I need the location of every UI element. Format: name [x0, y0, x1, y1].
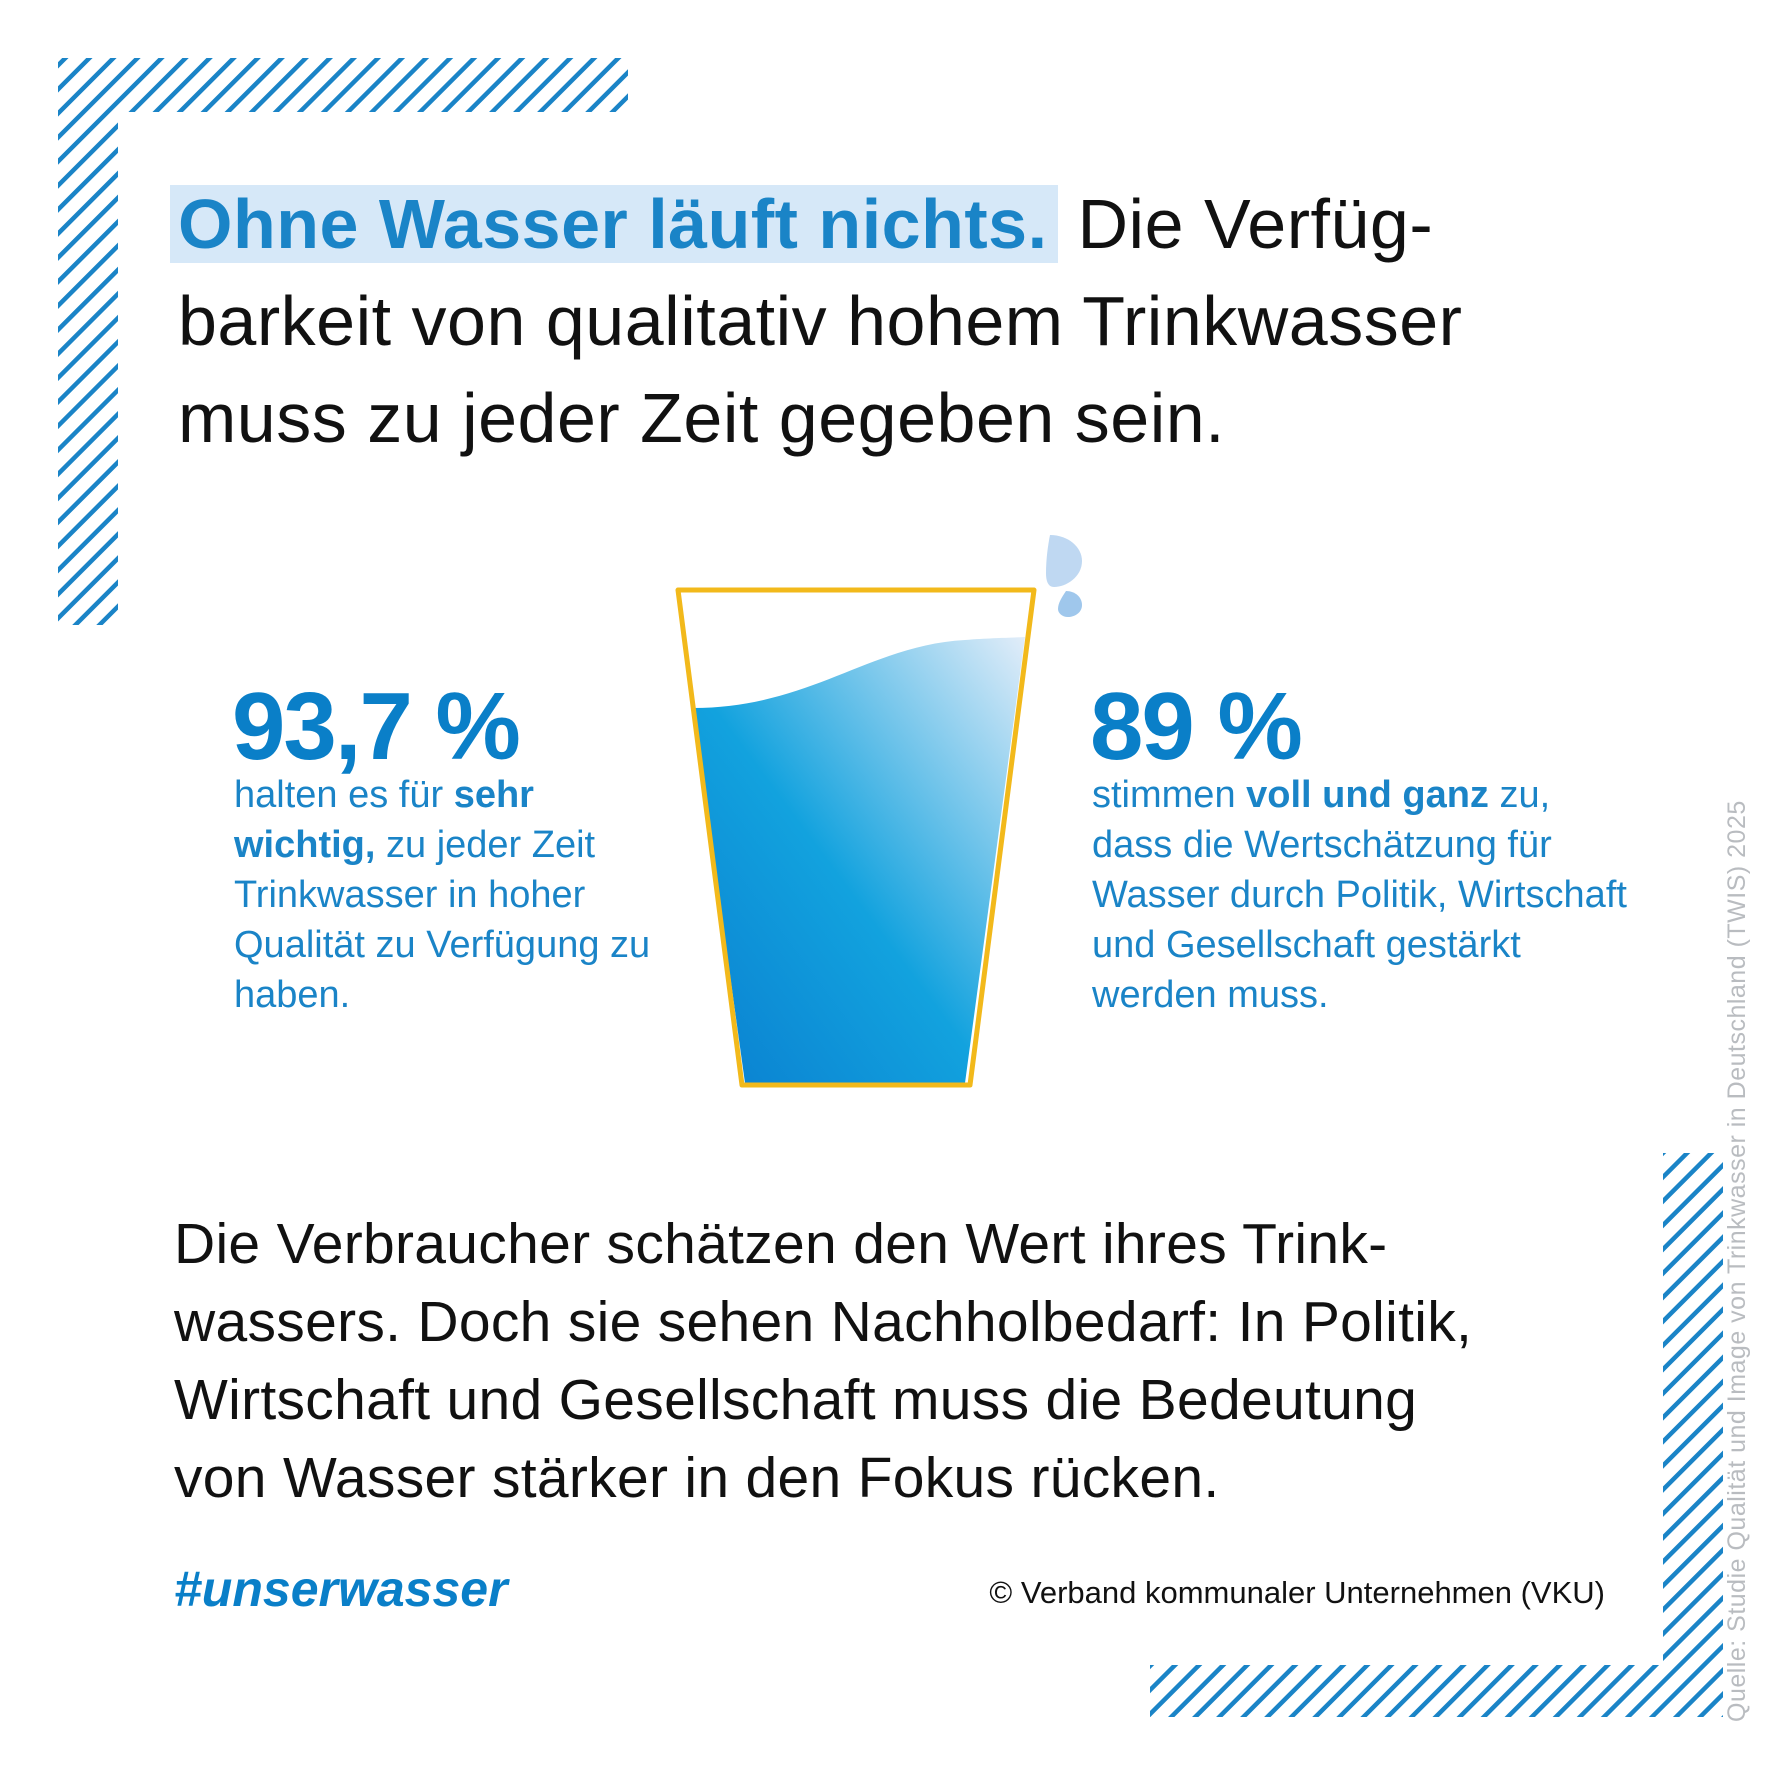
stat-right-text-before: stimmen — [1092, 774, 1236, 816]
stat-right-text-bold: voll und ganz — [1246, 774, 1489, 816]
headline-highlight: Ohne Wasser läuft nichts. — [170, 185, 1058, 263]
stat-left-text-after: zu jeder Zeit Trinkwasser in hoher Quali… — [234, 824, 651, 1016]
water-drop-icon — [1046, 535, 1082, 617]
source-note: Quelle: Studie Qualität und Image von Tr… — [1723, 800, 1751, 1722]
stat-right-value: 89 % — [1090, 673, 1303, 780]
stat-left-text-before: halten es für — [234, 774, 444, 816]
body-line4: von Wasser stärker in den Fokus rücken. — [174, 1446, 1220, 1510]
body-line2: wassers. Doch sie sehen Nachholbedarf: I… — [174, 1290, 1473, 1354]
stat-right-text: stimmen voll und ganz zu, dass die Werts… — [1092, 770, 1632, 1020]
stat-left-text-bold: sehr wichtig, — [234, 774, 534, 866]
stat-left-text: halten es für sehr wichtig, zu jeder Zei… — [234, 770, 654, 1020]
hashtag: #unserwasser — [174, 1561, 508, 1617]
body-line3: Wirtschaft und Gesellschaft muss die Bed… — [174, 1368, 1418, 1432]
headline-line1-rest: Die Verfüg- — [1077, 185, 1434, 263]
stat-left-value: 93,7 % — [232, 673, 521, 780]
water-glass — [670, 535, 1100, 1099]
copyright: © Verband kommunaler Unternehmen (VKU) — [989, 1575, 1605, 1610]
body-text: Die Verbraucher schätzen den Wert ihres … — [174, 1205, 1624, 1517]
headline-line3: muss zu jeder Zeit gegeben sein. — [178, 379, 1226, 457]
stat-right-text-after: zu, dass die Wertschätzung für Wasser du… — [1092, 774, 1627, 1016]
headline: Ohne Wasser läuft nichts. Die Verfüg- ba… — [170, 176, 1638, 467]
water-glass-icon — [675, 535, 1082, 1088]
headline-line2: barkeit von qualitativ hohem Trinkwasser — [178, 282, 1463, 360]
body-line1: Die Verbraucher schätzen den Wert ihres … — [174, 1212, 1388, 1276]
